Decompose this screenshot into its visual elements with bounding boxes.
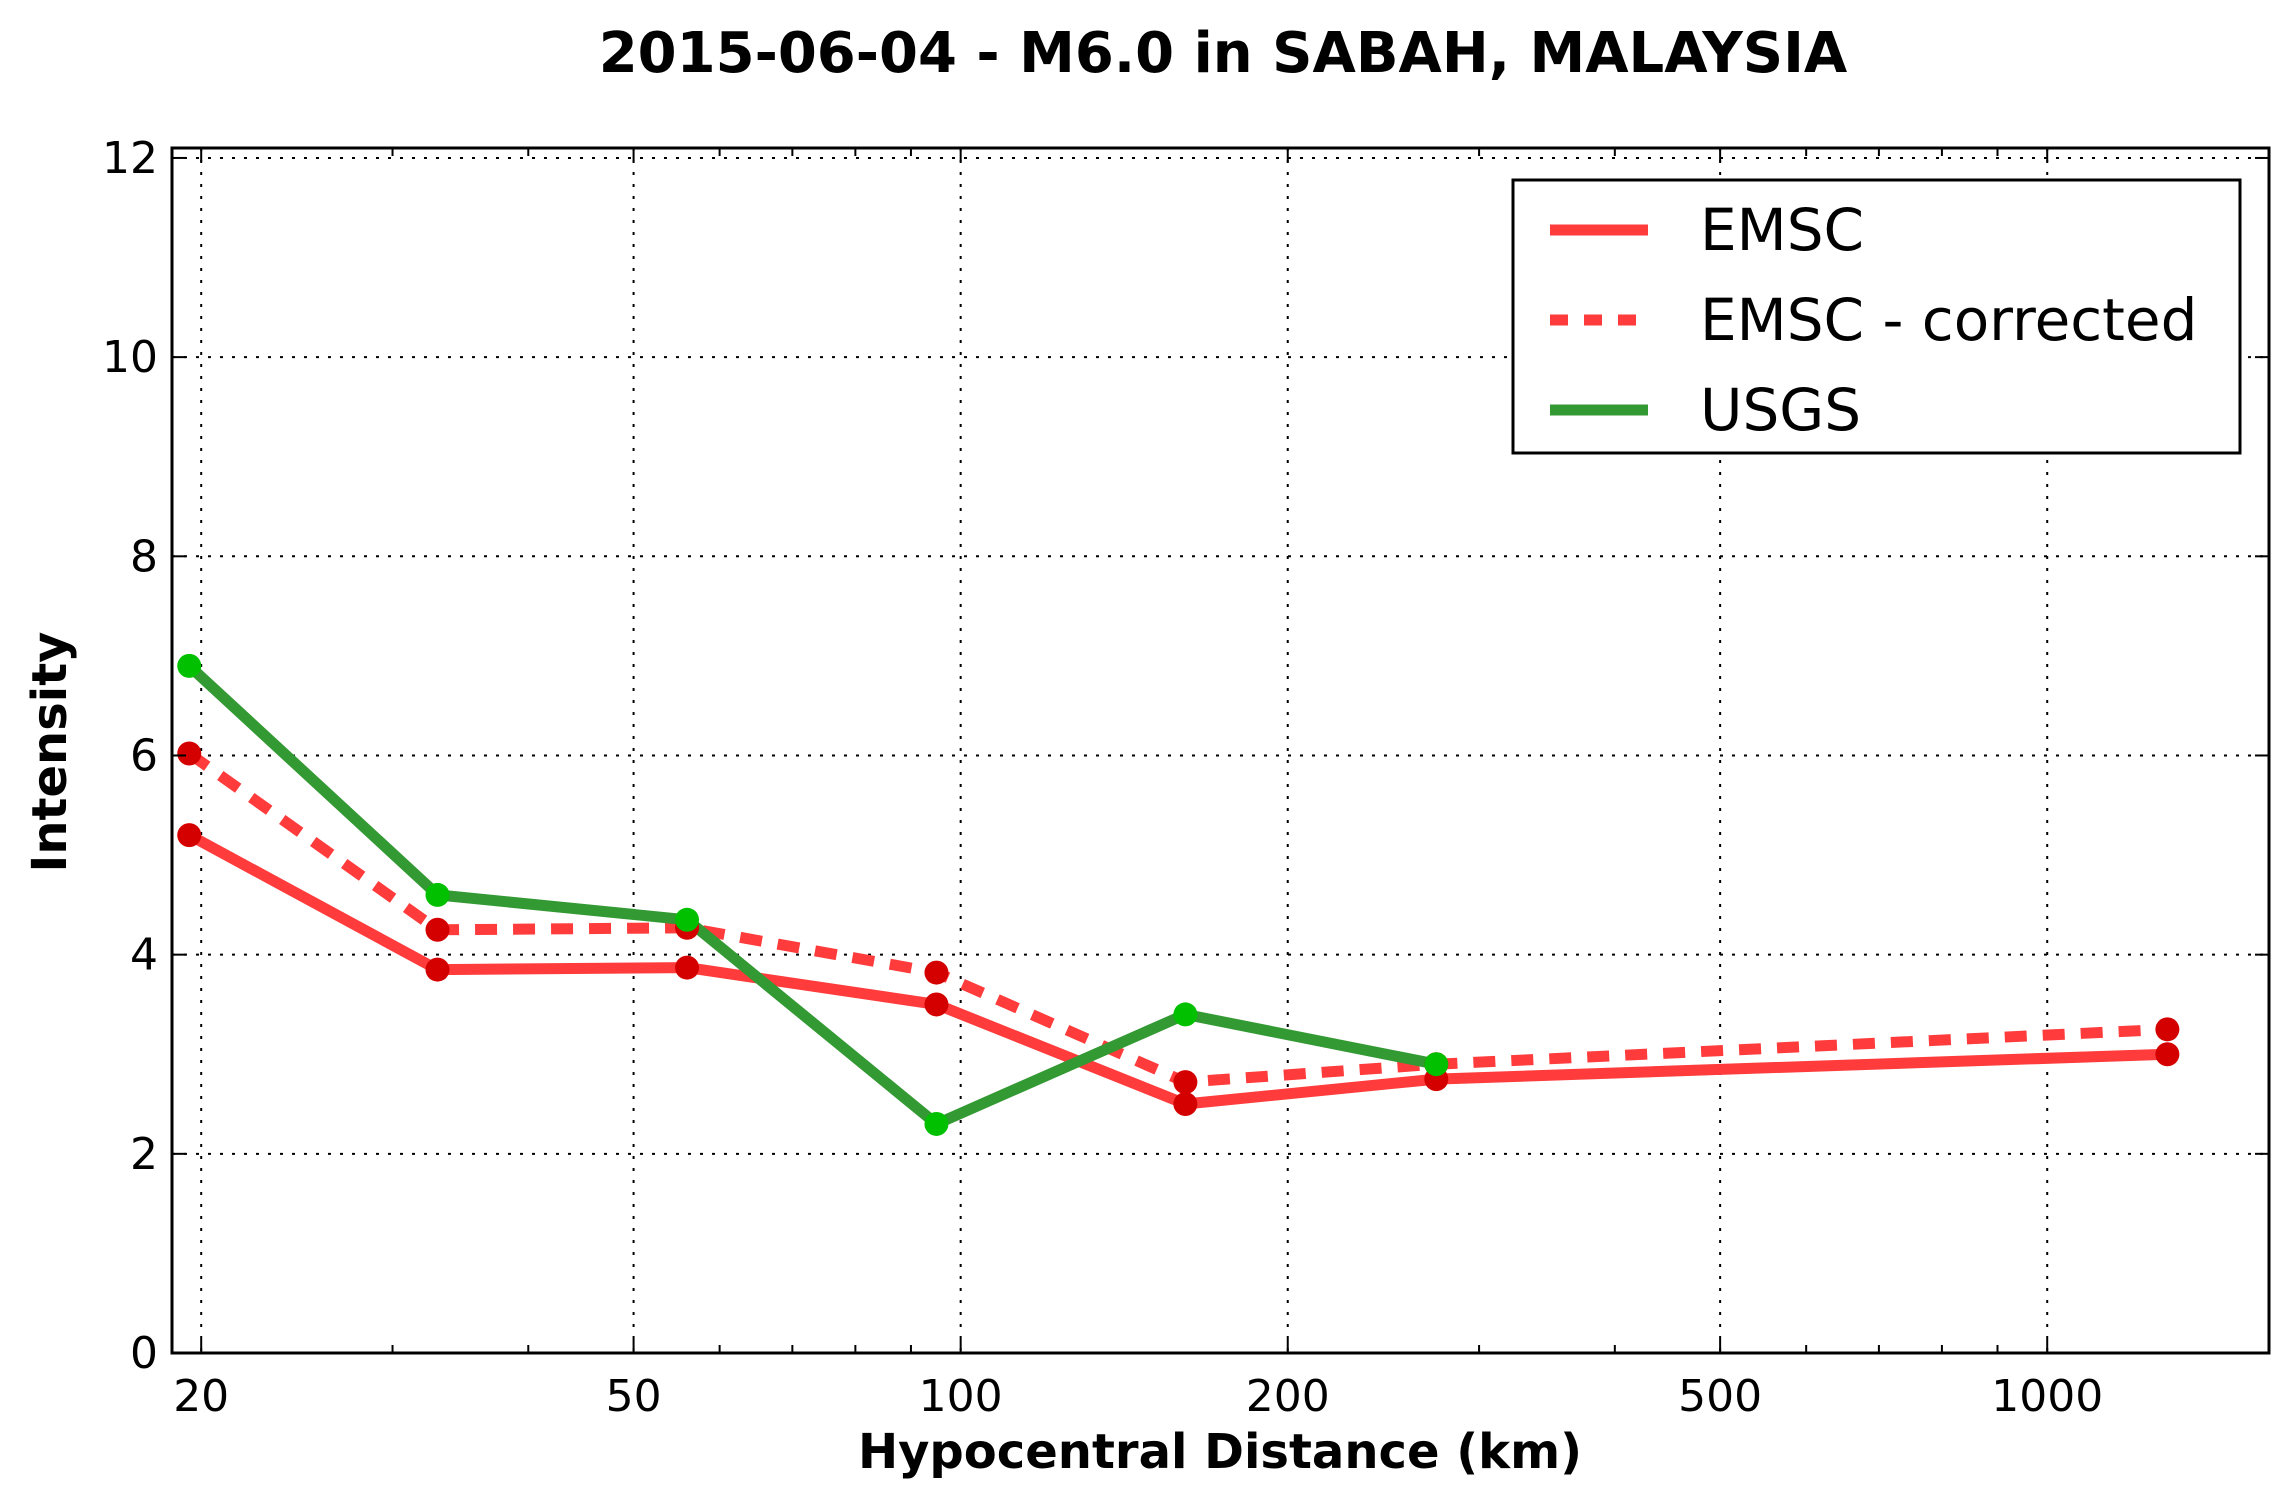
y-axis-label: Intensity (22, 632, 78, 873)
data-point (2155, 1017, 2180, 1042)
data-point (1173, 1002, 1198, 1027)
y-axis-ticks: 0 2 4 6 8 10 12 (102, 133, 2269, 1379)
grid-lines (172, 148, 2269, 1353)
data-point (425, 882, 450, 907)
legend-entries: EMSC EMSC - corrected USGS (1550, 196, 2197, 444)
legend-label: USGS (1700, 376, 1861, 444)
y-tick-label: 6 (130, 730, 158, 781)
legend-label: EMSC (1700, 196, 1864, 264)
legend: EMSC EMSC - corrected USGS (1511, 178, 2242, 455)
data-point (1173, 1070, 1198, 1095)
x-axis-label: Hypocentral Distance (km) (858, 1424, 1582, 1480)
data-point (675, 955, 700, 980)
y-tick-label: 4 (130, 930, 158, 981)
data-point (425, 917, 450, 942)
x-tick-label: 200 (1246, 1371, 1330, 1422)
data-point (924, 992, 949, 1017)
x-axis-ticks: 20 50 100 200 500 1000 (173, 148, 2103, 1422)
y-tick-label: 10 (102, 332, 158, 383)
y-tick-label: 2 (130, 1129, 158, 1180)
x-tick-label: 50 (606, 1371, 662, 1422)
legend-label: EMSC - corrected (1700, 286, 2197, 354)
data-point (425, 957, 450, 982)
data-point (924, 960, 949, 985)
x-tick-label: 20 (173, 1371, 229, 1422)
y-tick-label: 12 (102, 133, 158, 184)
data-point (924, 1111, 949, 1136)
series-markers (177, 653, 2180, 1136)
data-point (1424, 1052, 1449, 1077)
x-tick-label: 1000 (1991, 1371, 2103, 1422)
x-tick-label: 500 (1678, 1371, 1762, 1422)
x-tick-label: 100 (919, 1371, 1003, 1422)
data-point (2155, 1042, 2180, 1067)
data-point (177, 823, 202, 848)
plot-frame (170, 146, 2271, 1355)
y-tick-label: 8 (130, 531, 158, 582)
series-line (185, 661, 1438, 1130)
data-point (675, 907, 700, 932)
data-point (1173, 1092, 1198, 1117)
data-point (177, 741, 202, 766)
chart-title: 2015-06-04 - M6.0 in SABAH, MALAYSIA (599, 21, 1848, 86)
y-tick-label: 0 (130, 1328, 158, 1379)
data-point (177, 653, 202, 678)
